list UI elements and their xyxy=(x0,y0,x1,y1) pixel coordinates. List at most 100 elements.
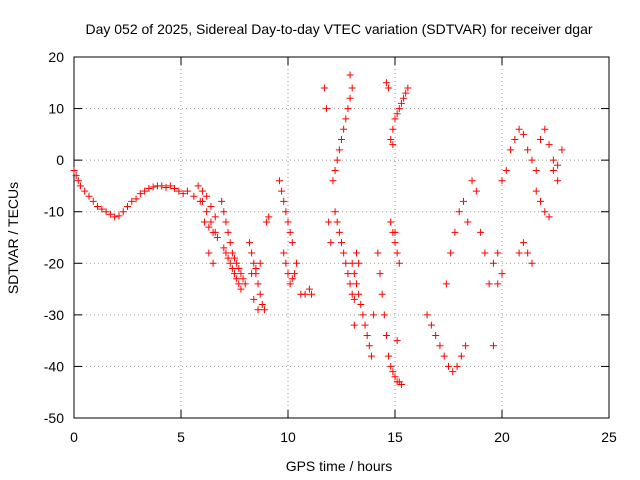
data-point-marker xyxy=(207,218,215,226)
data-point-marker xyxy=(235,264,243,272)
data-point-marker xyxy=(175,187,183,195)
data-point-marker xyxy=(203,192,211,200)
data-point-marker xyxy=(376,270,384,278)
data-point-marker xyxy=(74,177,82,185)
data-point-marker xyxy=(250,259,258,267)
data-point-marker xyxy=(395,259,403,267)
data-point-marker xyxy=(346,94,354,102)
data-point-marker xyxy=(532,166,540,174)
grid-lines xyxy=(74,57,609,418)
data-point-marker xyxy=(115,212,123,220)
data-point-marker xyxy=(494,249,502,257)
data-point-marker xyxy=(308,290,316,298)
data-point-marker xyxy=(260,306,268,314)
data-point-marker xyxy=(331,208,339,216)
data-point-marker xyxy=(226,259,234,267)
y-axis-label: SDTVAR / TECUs xyxy=(5,182,21,294)
data-point-marker xyxy=(387,218,395,226)
y-tick-label: 10 xyxy=(48,101,64,117)
data-point-marker xyxy=(179,190,187,198)
data-point-marker xyxy=(282,259,290,267)
y-tick-labels: -50 -40 -30 -20 -10 0 10 20 xyxy=(44,49,609,426)
data-point-marker xyxy=(128,197,136,205)
data-point-marker xyxy=(440,352,448,360)
data-point-marker xyxy=(453,362,461,370)
x-axis-label: GPS time / hours xyxy=(286,458,393,474)
data-point-marker xyxy=(477,228,485,236)
data-point-marker xyxy=(502,166,510,174)
data-point-marker xyxy=(149,183,157,191)
data-point-marker xyxy=(102,208,110,216)
data-point-marker xyxy=(352,280,360,288)
data-point-marker xyxy=(280,197,288,205)
data-point-marker xyxy=(290,270,298,278)
data-point-marker xyxy=(183,187,191,195)
series-pass-13h xyxy=(346,71,378,360)
data-point-marker xyxy=(346,280,354,288)
data-point-marker xyxy=(436,342,444,350)
data-point-marker xyxy=(355,290,363,298)
data-point-marker xyxy=(237,270,245,278)
data-point-marker xyxy=(237,285,245,293)
data-point-marker xyxy=(256,259,264,267)
data-point-marker xyxy=(305,285,313,293)
data-point-marker xyxy=(359,311,367,319)
data-point-marker xyxy=(423,311,431,319)
data-point-marker xyxy=(449,368,457,376)
data-point-marker xyxy=(348,290,356,298)
data-point-marker xyxy=(346,71,354,79)
data-point-marker xyxy=(464,218,472,226)
data-point-marker xyxy=(391,373,399,381)
data-point-marker xyxy=(286,228,294,236)
y-tick-label: -20 xyxy=(44,255,64,271)
data-point-marker xyxy=(94,203,102,211)
data-point-marker xyxy=(76,182,84,190)
data-point-marker xyxy=(389,141,397,149)
data-point-marker xyxy=(489,259,497,267)
data-point-marker xyxy=(211,213,219,221)
data-point-marker xyxy=(224,228,232,236)
data-point-marker xyxy=(524,249,532,257)
data-point-marker xyxy=(432,331,440,339)
data-point-marker xyxy=(85,192,93,200)
data-point-marker xyxy=(357,301,365,309)
data-point-marker xyxy=(301,290,309,298)
series-pass-15h xyxy=(387,84,412,345)
data-point-marker xyxy=(254,280,262,288)
data-point-marker xyxy=(248,270,256,278)
data-point-marker xyxy=(472,187,480,195)
data-point-marker xyxy=(457,352,465,360)
data-point-marker xyxy=(507,146,515,154)
data-point-marker xyxy=(515,125,523,133)
data-point-marker xyxy=(205,223,213,231)
data-point-marker xyxy=(320,84,328,92)
data-points xyxy=(70,71,566,388)
data-point-marker xyxy=(145,185,153,193)
data-point-marker xyxy=(70,166,78,174)
data-point-marker xyxy=(213,234,221,241)
data-point-marker xyxy=(511,136,519,144)
data-point-marker xyxy=(284,218,292,226)
data-point-marker xyxy=(258,301,266,309)
data-point-marker xyxy=(228,264,236,272)
data-point-marker xyxy=(288,275,296,283)
y-tick-label: -50 xyxy=(44,410,64,426)
data-point-marker xyxy=(387,362,395,370)
series-pass-19h xyxy=(468,125,566,288)
data-point-marker xyxy=(293,259,301,267)
data-point-marker xyxy=(519,239,527,247)
data-point-marker xyxy=(380,311,388,319)
data-point-marker xyxy=(519,130,527,138)
series-pass-6h xyxy=(194,182,221,267)
data-point-marker xyxy=(367,352,375,360)
data-point-marker xyxy=(393,337,401,345)
data-point-marker xyxy=(124,203,131,211)
data-point-marker xyxy=(198,187,206,195)
data-point-marker xyxy=(389,368,397,376)
data-point-marker xyxy=(141,187,149,195)
chart-title: Day 052 of 2025, Sidereal Day-to-day VTE… xyxy=(85,21,592,37)
data-point-marker xyxy=(385,84,393,92)
y-tick-label: -40 xyxy=(44,358,64,374)
data-point-marker xyxy=(233,259,241,267)
